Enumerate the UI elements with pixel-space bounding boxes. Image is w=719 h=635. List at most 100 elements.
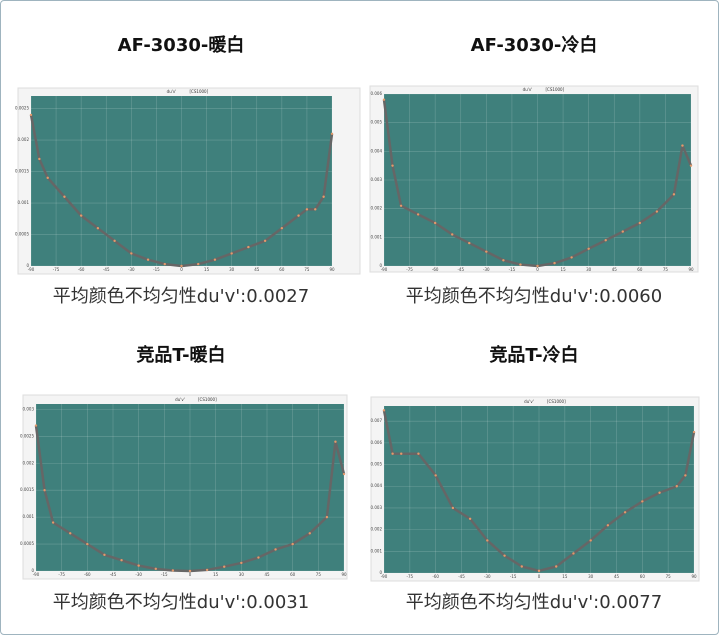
data-point <box>589 539 592 542</box>
x-tick-label: 30 <box>229 267 235 272</box>
data-point <box>519 263 522 266</box>
instrument: [CS1000] <box>546 87 565 92</box>
data-point <box>382 409 386 412</box>
x-tick-label: -60 <box>78 267 85 272</box>
x-tick-label: -60 <box>432 267 439 272</box>
x-tick-label: 75 <box>666 574 672 579</box>
x-tick-label: -30 <box>483 267 490 272</box>
x-tick-label: -45 <box>457 267 464 272</box>
data-point <box>391 164 394 167</box>
x-tick-label: -15 <box>509 267 516 272</box>
x-tick-label: 15 <box>562 574 568 579</box>
x-tick-label: 30 <box>586 267 592 272</box>
data-point <box>291 542 294 546</box>
x-tick-label: 90 <box>691 574 697 579</box>
y-tick-label: 0.003 <box>371 177 383 182</box>
caption: 平均颜色不均匀性du'v':0.0060 <box>406 286 662 307</box>
x-tick-label: 90 <box>341 572 347 577</box>
plot-area <box>384 94 691 266</box>
data-point <box>342 472 346 476</box>
data-point <box>325 515 329 519</box>
chart-title: AF-3030-暖白 <box>118 34 245 56</box>
data-point <box>247 245 250 249</box>
x-tick-label: 90 <box>688 267 694 272</box>
x-tick-label: -30 <box>135 572 142 577</box>
x-tick-label: 75 <box>304 267 310 272</box>
y-tick-label: 0.007 <box>371 418 383 423</box>
data-point <box>655 210 659 213</box>
plot-title: du'v' <box>524 399 534 404</box>
data-point <box>684 474 687 477</box>
data-point <box>69 532 72 535</box>
data-point <box>604 239 607 242</box>
data-point <box>555 565 558 568</box>
data-point <box>86 542 89 546</box>
data-point <box>692 430 696 434</box>
x-tick-label: -90 <box>381 267 388 272</box>
data-point <box>486 539 489 542</box>
data-point <box>274 548 277 551</box>
data-point <box>213 258 217 261</box>
data-point <box>263 239 267 243</box>
data-point <box>502 259 505 262</box>
data-point <box>103 553 106 557</box>
chart-title: 竞品T-暖白 <box>136 344 225 366</box>
y-tick-label: 0 <box>379 570 382 575</box>
data-point <box>587 247 590 250</box>
x-tick-label: 60 <box>640 574 646 579</box>
y-tick-label: 0.004 <box>371 483 383 488</box>
data-point <box>641 500 644 503</box>
x-tick-label: -60 <box>432 574 439 579</box>
data-point <box>658 491 661 494</box>
y-tick-label: 0.002 <box>18 137 30 142</box>
data-point <box>623 511 627 514</box>
x-tick-label: -90 <box>28 267 35 272</box>
data-point <box>46 176 49 180</box>
data-point <box>205 568 209 572</box>
data-point <box>638 221 642 225</box>
plot-title: du'v' <box>167 89 177 94</box>
caption: 平均颜色不均匀性du'v':0.0027 <box>53 286 309 307</box>
x-tick-label: 0 <box>180 267 183 272</box>
chart-title: 竞品T-冷白 <box>489 344 578 366</box>
x-tick-label: 15 <box>561 267 567 272</box>
y-tick-label: 0.002 <box>371 527 383 532</box>
y-tick-label: 0.002 <box>23 460 35 465</box>
y-tick-label: 0.006 <box>371 440 383 445</box>
data-point <box>34 424 38 427</box>
data-point <box>230 252 233 255</box>
x-tick-label: 45 <box>612 267 618 272</box>
y-tick-label: 0.004 <box>371 148 383 153</box>
y-tick-label: 0.0025 <box>15 106 29 111</box>
y-tick-label: 0.001 <box>371 548 383 553</box>
data-point <box>257 556 260 559</box>
data-point <box>468 241 471 245</box>
x-tick-label: -75 <box>53 267 60 272</box>
x-tick-label: 0 <box>189 572 192 577</box>
data-point <box>223 565 226 568</box>
x-tick-label: 75 <box>663 267 669 272</box>
data-point <box>120 559 123 562</box>
data-point <box>606 524 610 527</box>
x-tick-label: -75 <box>406 267 413 272</box>
data-point <box>330 132 334 135</box>
data-point <box>79 214 83 217</box>
data-point <box>171 569 175 572</box>
plot-title: du'v' <box>523 87 533 92</box>
y-tick-label: 0 <box>26 263 29 268</box>
y-tick-label: 0.005 <box>371 462 383 467</box>
instrument: [CS1000] <box>198 397 217 402</box>
instrument: [CS1000] <box>190 89 209 94</box>
y-tick-label: 0.0005 <box>15 232 29 237</box>
data-point <box>468 517 472 520</box>
y-tick-label: 0.0015 <box>20 487 34 492</box>
y-tick-label: 0.0015 <box>15 169 29 174</box>
data-point <box>503 554 506 557</box>
x-tick-label: 90 <box>329 267 335 272</box>
x-tick-label: -30 <box>484 574 491 579</box>
data-point <box>137 564 140 567</box>
x-tick-label: 0 <box>536 267 539 272</box>
x-tick-label: -45 <box>110 572 117 577</box>
data-point <box>51 521 55 524</box>
